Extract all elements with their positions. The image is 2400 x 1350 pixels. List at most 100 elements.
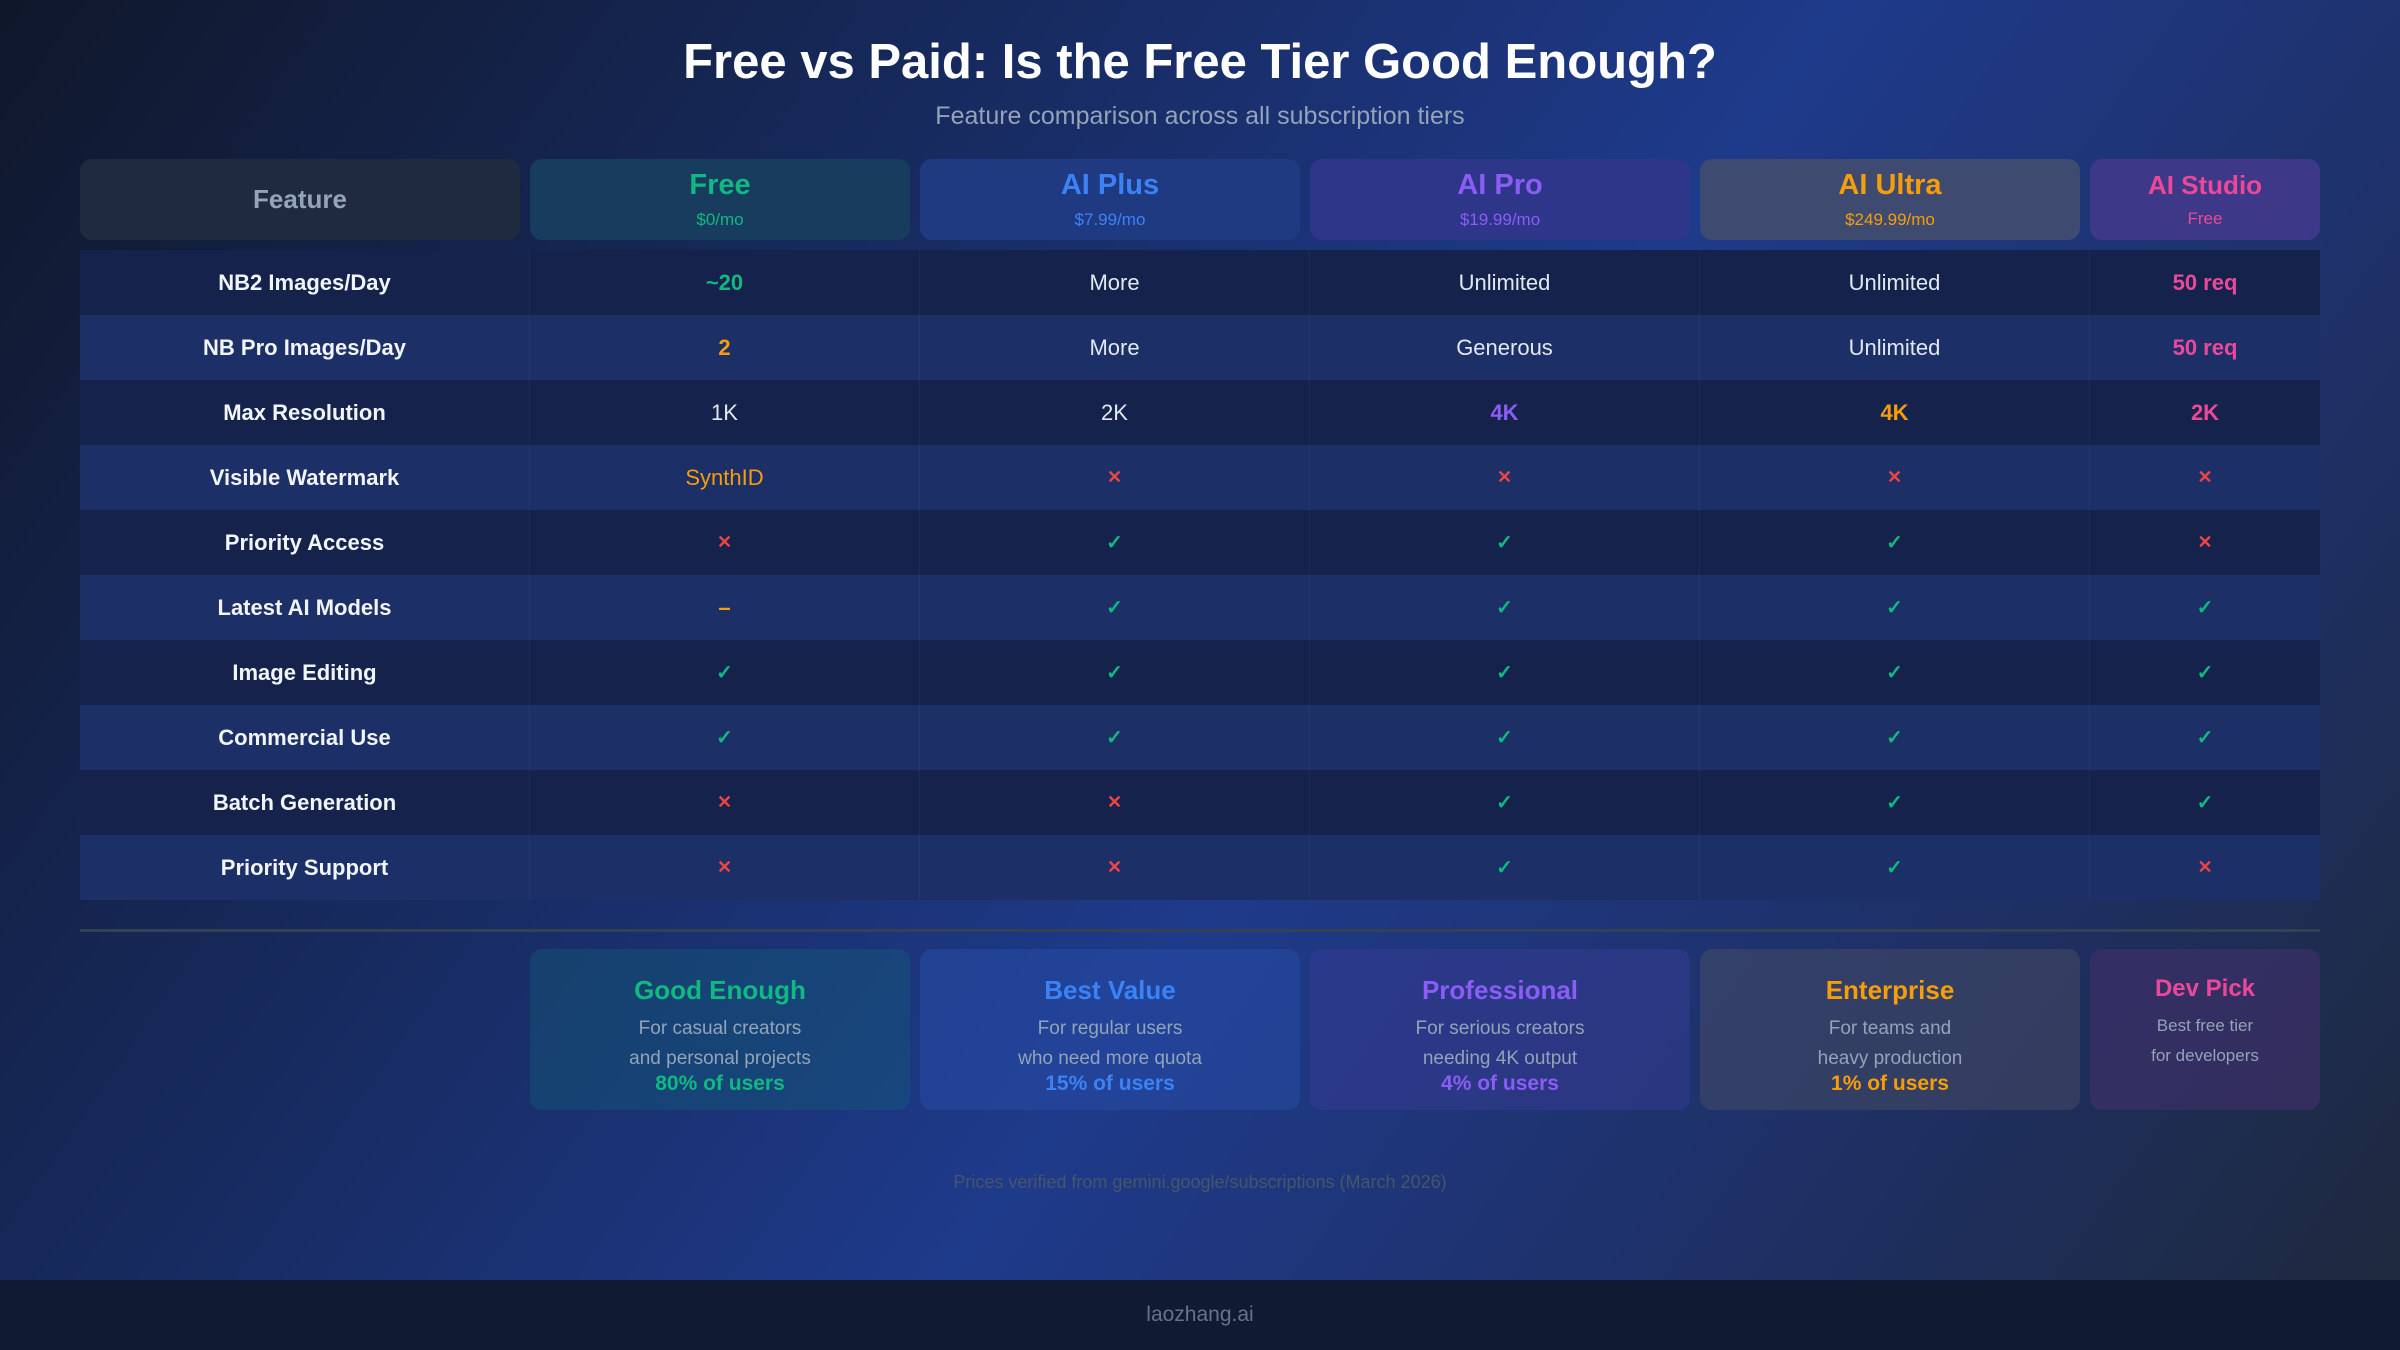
dash-icon: – bbox=[718, 594, 731, 620]
feature-label: NB2 Images/Day bbox=[80, 250, 530, 315]
table-cell: ✓ bbox=[1310, 705, 1700, 770]
table-cell: ✕ bbox=[1700, 445, 2090, 510]
table-row: Visible Watermark SynthID ✕ ✕ ✕ ✕ bbox=[80, 445, 2320, 510]
tier-name: AI Studio bbox=[2147, 170, 2263, 200]
price-note: Prices verified from gemini.google/subsc… bbox=[953, 1172, 1447, 1192]
cell-value: 2K bbox=[1101, 399, 1128, 425]
table-cell: ✓ bbox=[530, 640, 920, 705]
table-cell: ✓ bbox=[2090, 705, 2320, 770]
table-cell: More bbox=[920, 315, 1310, 380]
table-cell: ✓ bbox=[920, 705, 1310, 770]
card-line: needing 4K output bbox=[1422, 1048, 1578, 1069]
card-title: Good Enough bbox=[634, 975, 806, 1005]
table-cell: ✓ bbox=[1700, 835, 2090, 900]
check-icon: ✓ bbox=[1106, 532, 1123, 554]
table-cell: ✕ bbox=[530, 770, 920, 835]
check-icon: ✓ bbox=[1886, 532, 1903, 554]
table-cell: ✕ bbox=[530, 835, 920, 900]
check-icon: ✓ bbox=[1886, 857, 1903, 879]
header-feature: Feature bbox=[80, 159, 520, 240]
table-cell: ✓ bbox=[1310, 640, 1700, 705]
table-cell: ✓ bbox=[1700, 640, 2090, 705]
table-cell: Unlimited bbox=[1310, 250, 1700, 315]
table-cell: ✕ bbox=[920, 445, 1310, 510]
page-subtitle: Feature comparison across all subscripti… bbox=[935, 102, 1465, 130]
table-row: Priority Access ✕ ✓ ✓ ✓ ✕ bbox=[80, 510, 2320, 575]
table-cell: ✓ bbox=[1700, 510, 2090, 575]
tier-summary-card: Good Enough For casual creators and perso… bbox=[530, 949, 910, 1110]
table-cell: ✓ bbox=[2090, 575, 2320, 640]
check-icon: ✓ bbox=[1886, 662, 1903, 684]
card-description: For regular users who need more quota bbox=[1018, 1014, 1202, 1074]
cross-icon: ✕ bbox=[2197, 532, 2213, 552]
table-cell: ✕ bbox=[1310, 445, 1700, 510]
tier-summary-card: Enterprise For teams and heavy production… bbox=[1700, 949, 2080, 1110]
cell-value: More bbox=[1089, 269, 1140, 295]
check-icon: ✓ bbox=[1496, 857, 1513, 879]
card-description: For serious creators needing 4K output bbox=[1416, 1014, 1585, 1074]
table-row: Commercial Use ✓ ✓ ✓ ✓ ✓ bbox=[80, 705, 2320, 770]
table-cell: 2K bbox=[920, 380, 1310, 445]
table-cell: ✕ bbox=[2090, 445, 2320, 510]
check-icon: ✓ bbox=[1496, 727, 1513, 749]
table-cell: ✕ bbox=[920, 770, 1310, 835]
table-row: Image Editing ✓ ✓ ✓ ✓ ✓ bbox=[80, 640, 2320, 705]
check-icon: ✓ bbox=[2196, 727, 2214, 749]
tier-name: AI Pro bbox=[1457, 169, 1543, 201]
cell-value: SynthID bbox=[685, 464, 764, 490]
table-cell: ✓ bbox=[1310, 835, 1700, 900]
table-cell: ✓ bbox=[2090, 770, 2320, 835]
card-line: For casual creators bbox=[638, 1018, 802, 1039]
cell-value: 50 req bbox=[2172, 269, 2238, 295]
card-user-share: 4% of users bbox=[1441, 1072, 1559, 1095]
check-icon: ✓ bbox=[2196, 792, 2214, 814]
card-line: who need more quota bbox=[1018, 1048, 1202, 1069]
check-icon: ✓ bbox=[1886, 727, 1903, 749]
table-cell: ✕ bbox=[530, 510, 920, 575]
comparison-table: NB2 Images/Day ~20 More Unlimited Unlimited 5… bbox=[80, 250, 2320, 900]
tier-summary-card: Dev Pick Best free tier for developers bbox=[2090, 949, 2320, 1110]
cell-value: Unlimited bbox=[1458, 269, 1551, 295]
cross-icon: ✕ bbox=[1106, 792, 1123, 812]
cross-icon: ✕ bbox=[1106, 857, 1123, 877]
divider bbox=[80, 929, 2320, 932]
card-line: For serious creators bbox=[1415, 1018, 1585, 1039]
card-user-share: 15% of users bbox=[1045, 1072, 1175, 1095]
table-row: NB Pro Images/Day 2 More Generous Unlimited 5… bbox=[80, 315, 2320, 380]
table-cell: 4K bbox=[1700, 380, 2090, 445]
feature-label: Visible Watermark bbox=[80, 445, 530, 510]
check-icon: ✓ bbox=[1106, 727, 1123, 749]
table-cell: More bbox=[920, 250, 1310, 315]
cell-value: 1K bbox=[711, 399, 738, 425]
cross-icon: ✕ bbox=[716, 857, 733, 877]
tier-summary-card: Best Value For regular users who need mor… bbox=[920, 949, 1300, 1110]
card-user-share: 80% of users bbox=[655, 1072, 785, 1095]
check-icon: ✓ bbox=[716, 727, 733, 749]
table-cell: ✓ bbox=[920, 575, 1310, 640]
cell-value: More bbox=[1089, 334, 1140, 360]
card-title: Dev Pick bbox=[2154, 975, 2256, 1002]
card-line: Best free tier bbox=[2156, 1016, 2254, 1035]
check-icon: ✓ bbox=[1886, 597, 1903, 619]
card-title: Professional bbox=[1421, 975, 1579, 1005]
card-title: Best Value bbox=[1044, 975, 1176, 1005]
table-cell: ~20 bbox=[530, 250, 920, 315]
cross-icon: ✕ bbox=[2197, 857, 2213, 877]
footer: laozhang.ai bbox=[0, 1280, 2400, 1350]
feature-label: Latest AI Models bbox=[80, 575, 530, 640]
card-line: and personal projects bbox=[629, 1048, 811, 1069]
table-cell: Generous bbox=[1310, 315, 1700, 380]
cell-value: 4K bbox=[1490, 399, 1519, 425]
check-icon: ✓ bbox=[1496, 662, 1513, 684]
table-cell: ✓ bbox=[920, 510, 1310, 575]
table-row: Max Resolution 1K 2K 4K 4K 2K bbox=[80, 380, 2320, 445]
tier-name: Free bbox=[689, 169, 751, 201]
tier-price: $0/mo bbox=[696, 210, 744, 229]
cross-icon: ✕ bbox=[716, 792, 733, 812]
table-row: Latest AI Models – ✓ ✓ ✓ ✓ bbox=[80, 575, 2320, 640]
card-line: For regular users bbox=[1037, 1018, 1183, 1039]
cell-value: 50 req bbox=[2172, 334, 2238, 360]
table-cell: ✓ bbox=[530, 705, 920, 770]
table-cell: ✓ bbox=[1310, 575, 1700, 640]
table-cell: 2K bbox=[2090, 380, 2320, 445]
